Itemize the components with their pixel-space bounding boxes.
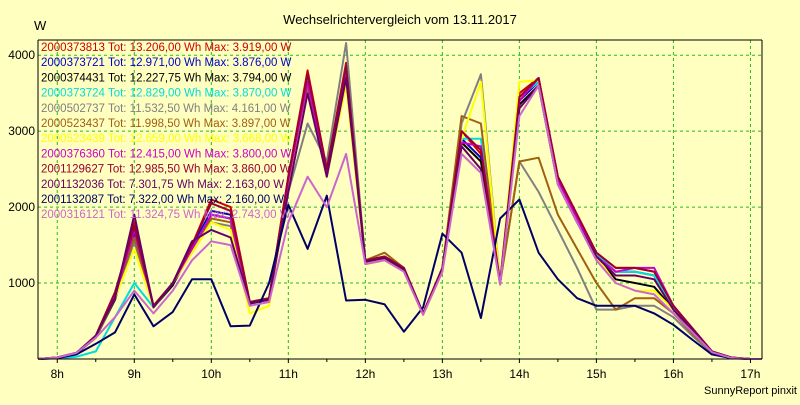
legend-entry-3: 2000374431 Tot: 12.227,75 Wh Max: 3.794,… — [41, 72, 292, 84]
legend-entry-4: 2000373724 Tot: 12.829,00 Wh Max: 3.870,… — [41, 88, 292, 100]
legend-entry-5: 2000502737 Tot: 11.532,50 Wh Max: 4.161,… — [41, 103, 291, 115]
legend-entry-10: 2001132036 Tot: 7.301,75 Wh Max: 2.163,0… — [41, 179, 284, 191]
series-line-11 — [37, 194, 762, 360]
x-tick-label: 13h — [432, 367, 452, 381]
y-tick-label: 1000 — [8, 276, 35, 290]
y-tick-label: 3000 — [8, 124, 35, 138]
y-axis-unit-label: W — [34, 18, 47, 33]
legend-entry-9: 2001129627 Tot: 12.985,50 Wh Max: 3.860,… — [41, 164, 291, 176]
x-tick-label: 14h — [509, 367, 529, 381]
legend-entry-1: 2000373813 Tot: 13.206,00 Wh Max: 3.919,… — [41, 42, 292, 54]
legend-entry-6: 2000523437 Tot: 11.998,50 Wh Max: 3.897,… — [41, 118, 291, 130]
x-tick-label: 11h — [279, 367, 298, 381]
series-line-10 — [37, 77, 762, 360]
series-layer — [37, 42, 762, 360]
legend-entry-8: 2000376360 Tot: 12.415,00 Wh Max: 3.800,… — [41, 148, 292, 160]
legend-entry-7: 2000523439 Tot: 12.659,00 Wh Max: 3.668,… — [41, 133, 292, 145]
series-line-12 — [37, 84, 762, 360]
legend: 2000373813 Tot: 13.206,00 Wh Max: 3.919,… — [41, 42, 292, 221]
legend-entry-2: 2000373721 Tot: 12.971,00 Wh Max: 3.876,… — [41, 57, 292, 69]
x-tick-label: 8h — [51, 367, 64, 381]
x-tick-label: 17h — [740, 367, 760, 381]
y-tick-label: 2000 — [8, 200, 35, 214]
legend-entry-11: 2001132087 Tot: 7.322,00 Wh Max: 2.160,0… — [41, 194, 284, 206]
x-tick-label: 12h — [355, 367, 375, 381]
x-tick-label: 9h — [128, 367, 141, 381]
x-tick-label: 15h — [586, 367, 606, 381]
y-tick-label: 4000 — [8, 48, 35, 62]
legend-entry-12: 2000316121 Tot: 11.324,75 Wh Max: 2.743,… — [41, 209, 291, 221]
x-tick-label: 16h — [663, 367, 683, 381]
chart-title: Wechselrichtervergleich vom 13.11.2017 — [283, 12, 517, 27]
footer-credit: SunnyReport pinxit — [704, 385, 797, 397]
x-tick-label: 10h — [201, 367, 221, 381]
axes: 1000 2000 3000 4000 8h 9h 10h 11h 12h 13h 14h 15h 16… — [8, 39, 763, 381]
